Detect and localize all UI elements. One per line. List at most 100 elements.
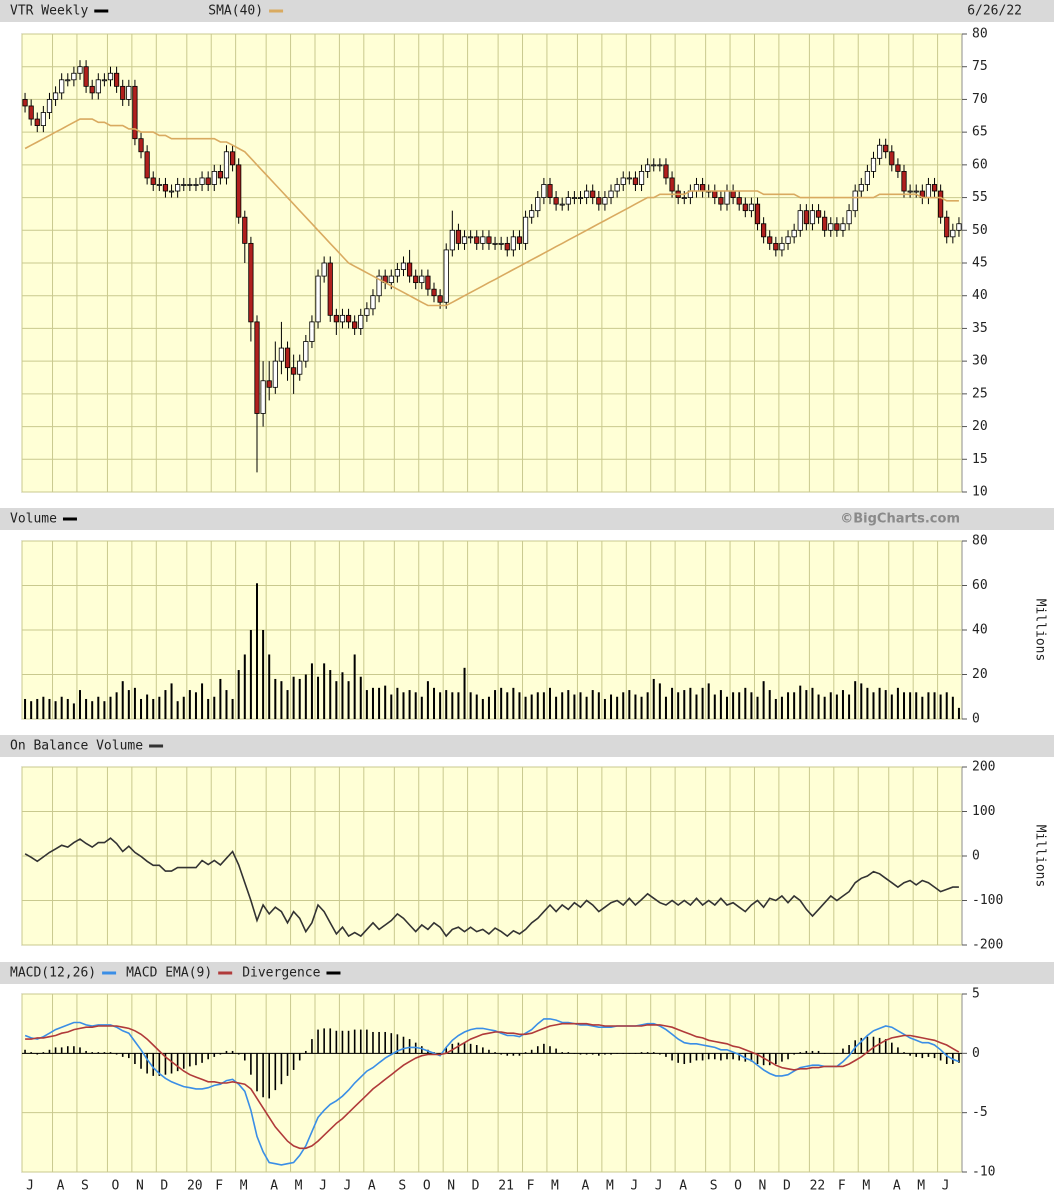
bar [829, 1053, 832, 1054]
bar [506, 1053, 509, 1056]
candle-body [144, 151, 150, 179]
candle-body [883, 144, 889, 153]
x-tick-label: F [838, 1179, 846, 1194]
candle-body [651, 164, 657, 167]
candle-body [681, 197, 687, 199]
bar [835, 694, 838, 719]
x-tick-label: J [343, 1179, 351, 1194]
bar [195, 1053, 197, 1066]
bar [72, 703, 75, 719]
candle-body [358, 314, 364, 329]
x-tick-label: O [734, 1179, 742, 1194]
legend-label: On Balance Volume [10, 739, 143, 754]
bar [787, 1053, 789, 1060]
candle-body [187, 184, 193, 186]
candle-body [541, 184, 547, 198]
y-tick-label: 25 [972, 386, 988, 401]
chart-credit: ©BigCharts.com [840, 512, 960, 527]
bar [347, 1030, 350, 1054]
bar [823, 696, 826, 719]
candle-body [864, 170, 870, 185]
candle-body [944, 216, 950, 238]
candle-body [846, 210, 852, 225]
x-tick-label: J [942, 1179, 950, 1194]
candle-body [699, 184, 706, 192]
y-tick-label: 0 [972, 712, 980, 727]
bar [500, 687, 503, 719]
bar [549, 1046, 551, 1054]
bar [97, 1052, 100, 1054]
bar [939, 1053, 942, 1061]
candle-body [577, 197, 584, 199]
candle-body [22, 99, 28, 107]
bar [48, 698, 51, 719]
candle-body [175, 184, 181, 192]
legend-label: Volume [10, 512, 57, 527]
bar [91, 701, 94, 719]
candle-body [266, 380, 272, 388]
bar [201, 1053, 203, 1063]
y-tick-label: 100 [972, 804, 995, 819]
bar [188, 690, 191, 719]
bar [207, 1053, 209, 1060]
candle-body [925, 184, 932, 198]
bar [573, 1053, 576, 1054]
bar [121, 1053, 124, 1057]
candle-body [345, 314, 352, 323]
bar [420, 696, 423, 719]
x-tick-label: S [398, 1179, 406, 1194]
candle-body [754, 203, 761, 225]
candle-body [590, 190, 596, 198]
bar [274, 1053, 277, 1091]
candle-body [303, 341, 309, 362]
bar [738, 1053, 741, 1061]
candle-body [913, 190, 919, 193]
candle-body [498, 242, 504, 245]
panel-header [0, 0, 1054, 22]
bar [304, 674, 307, 719]
bar [866, 687, 869, 719]
bar [750, 692, 753, 719]
y-tick-label: 20 [972, 667, 988, 682]
candle-body [461, 236, 468, 244]
bar [213, 696, 216, 719]
y-tick-label: 15 [972, 452, 988, 467]
x-tick-label: S [81, 1179, 89, 1194]
bar [213, 1053, 216, 1057]
bar [897, 1047, 899, 1054]
candle-body [95, 79, 101, 94]
candle-body [669, 177, 675, 192]
bar [475, 1045, 478, 1054]
candle-body [907, 190, 913, 193]
candle-body [327, 262, 333, 316]
bar [659, 1053, 661, 1055]
candle-body [77, 66, 83, 74]
bar [237, 1053, 240, 1055]
candle-body [278, 347, 285, 362]
y-tick-label: 200 [972, 760, 995, 775]
bar [927, 1053, 930, 1057]
bar [42, 1052, 45, 1054]
candle-body [809, 210, 816, 225]
bar [237, 670, 240, 719]
candle-body [724, 190, 730, 205]
line-series [25, 1022, 960, 1150]
bar [756, 696, 759, 719]
bar [390, 1033, 393, 1054]
bar [951, 696, 954, 719]
y-tick-label: 50 [972, 223, 988, 238]
bar [646, 692, 649, 719]
y-tick-label: -5 [972, 1105, 988, 1120]
bar [640, 696, 643, 719]
bar [286, 690, 289, 719]
y-tick-label: 60 [972, 157, 988, 172]
bar [231, 1050, 234, 1054]
y-axis-label: Millions [1033, 599, 1048, 662]
y-tick-label: -10 [972, 1165, 995, 1180]
bar [866, 1036, 869, 1054]
bar [128, 1053, 130, 1059]
bar [719, 690, 722, 719]
bar [536, 1046, 539, 1054]
candle-body [876, 144, 883, 159]
